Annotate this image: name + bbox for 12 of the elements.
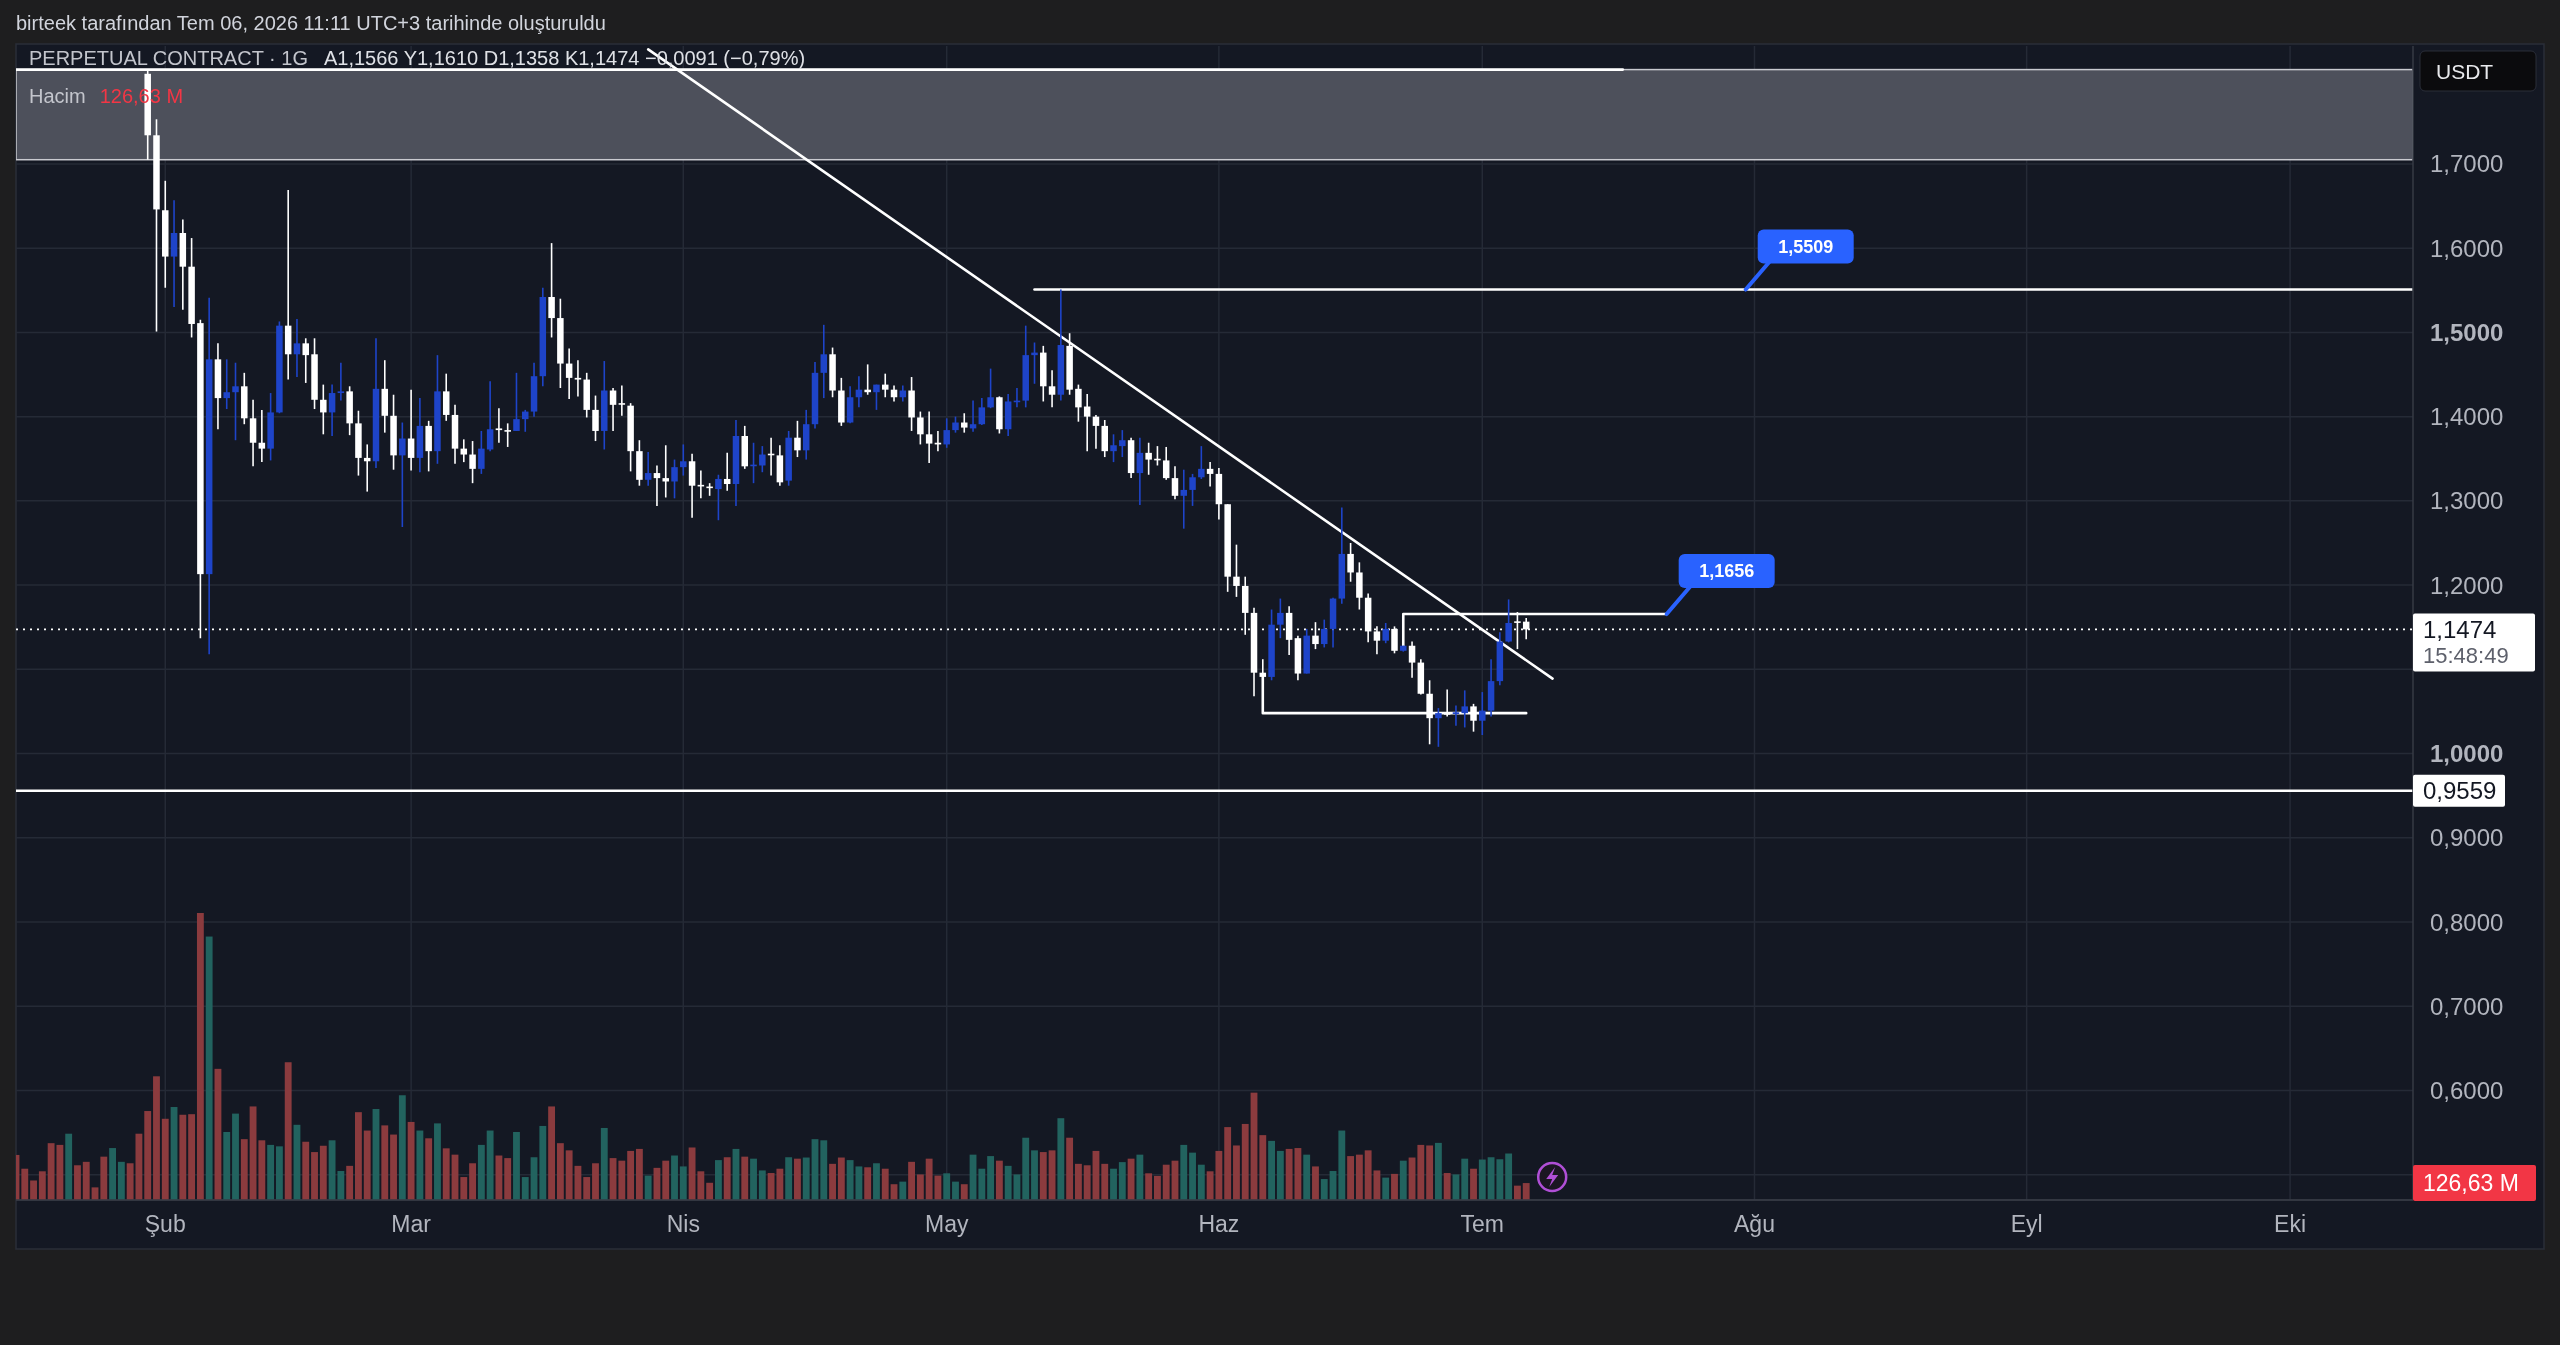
x-tick-label: Haz xyxy=(1198,1211,1240,1237)
x-tick-label: Eki xyxy=(2274,1211,2307,1237)
x-tick-label: Şub xyxy=(144,1211,186,1237)
x-tick-label: Nis xyxy=(666,1211,700,1237)
y-axis-title: USDT xyxy=(2436,59,2494,83)
x-tick-label: Tem xyxy=(1460,1211,1505,1237)
text: birteek tarafından Tem 06, 2026 11:11 UTC+3 tarihinde oluşturuldu xyxy=(16,12,606,34)
chart-title: PERPETUAL CONTRACT · 1G xyxy=(29,47,308,69)
x-tick-label: Ağu xyxy=(1734,1211,1775,1237)
x-tick-label: Mar xyxy=(391,1211,432,1237)
x-tick-label: May xyxy=(924,1211,969,1237)
x-tick-label: Eyl xyxy=(2010,1211,2043,1237)
